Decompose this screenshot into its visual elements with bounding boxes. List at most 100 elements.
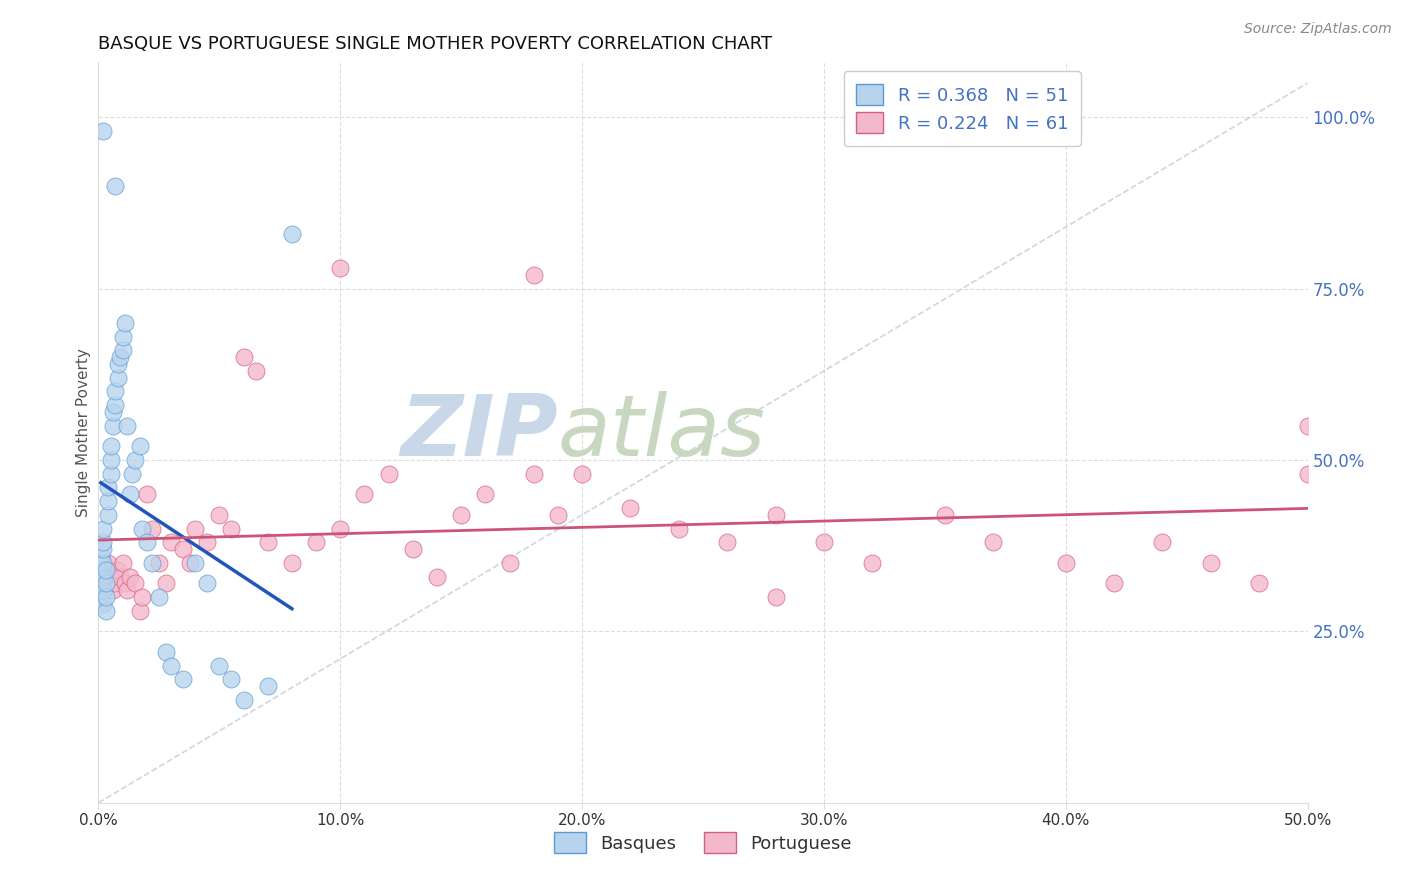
Point bbox=[1296, 467, 1319, 481]
Point bbox=[426, 569, 449, 583]
Point bbox=[619, 501, 641, 516]
Point bbox=[135, 487, 157, 501]
Point bbox=[155, 576, 177, 591]
Point bbox=[1054, 556, 1077, 570]
Point bbox=[90, 576, 112, 591]
Point bbox=[131, 590, 153, 604]
Point bbox=[160, 658, 183, 673]
Point bbox=[91, 522, 114, 536]
Point bbox=[148, 590, 170, 604]
Point bbox=[131, 522, 153, 536]
Point bbox=[94, 576, 117, 591]
Point bbox=[94, 604, 117, 618]
Point bbox=[160, 535, 183, 549]
Point bbox=[97, 494, 120, 508]
Point bbox=[498, 556, 520, 570]
Point bbox=[91, 569, 114, 583]
Point bbox=[474, 487, 496, 501]
Point bbox=[221, 673, 243, 687]
Point bbox=[104, 178, 127, 193]
Point bbox=[245, 364, 267, 378]
Point bbox=[100, 439, 122, 453]
Point bbox=[281, 556, 304, 570]
Point bbox=[860, 556, 883, 570]
Point bbox=[1102, 576, 1125, 591]
Point bbox=[141, 556, 163, 570]
Point bbox=[100, 453, 122, 467]
Point bbox=[668, 522, 690, 536]
Point bbox=[128, 604, 150, 618]
Point bbox=[195, 576, 218, 591]
Point bbox=[101, 418, 124, 433]
Point bbox=[94, 590, 117, 604]
Text: BASQUE VS PORTUGUESE SINGLE MOTHER POVERTY CORRELATION CHART: BASQUE VS PORTUGUESE SINGLE MOTHER POVER… bbox=[98, 35, 772, 53]
Text: ZIP: ZIP bbox=[401, 391, 558, 475]
Point bbox=[934, 508, 956, 522]
Point bbox=[523, 467, 546, 481]
Point bbox=[1199, 556, 1222, 570]
Point bbox=[94, 563, 117, 577]
Point bbox=[353, 487, 375, 501]
Point bbox=[117, 583, 139, 598]
Point bbox=[1296, 418, 1319, 433]
Point bbox=[155, 645, 177, 659]
Point bbox=[90, 563, 112, 577]
Text: Source: ZipAtlas.com: Source: ZipAtlas.com bbox=[1244, 22, 1392, 37]
Point bbox=[208, 508, 231, 522]
Point bbox=[329, 261, 352, 276]
Point bbox=[114, 576, 136, 591]
Point bbox=[1152, 535, 1174, 549]
Point bbox=[91, 583, 114, 598]
Point bbox=[179, 556, 201, 570]
Point bbox=[547, 508, 569, 522]
Point bbox=[141, 522, 163, 536]
Point bbox=[104, 576, 127, 591]
Point bbox=[107, 371, 129, 385]
Point bbox=[94, 576, 117, 591]
Point bbox=[329, 522, 352, 536]
Point bbox=[765, 590, 787, 604]
Point bbox=[121, 467, 143, 481]
Point bbox=[124, 576, 146, 591]
Point bbox=[104, 398, 127, 412]
Legend: Basques, Portuguese: Basques, Portuguese bbox=[547, 825, 859, 861]
Point bbox=[281, 227, 304, 241]
Point bbox=[114, 316, 136, 330]
Point bbox=[148, 556, 170, 570]
Point bbox=[232, 350, 254, 364]
Point bbox=[107, 357, 129, 371]
Point bbox=[981, 535, 1004, 549]
Point bbox=[111, 343, 134, 358]
Point bbox=[256, 679, 278, 693]
Point bbox=[305, 535, 328, 549]
Point bbox=[716, 535, 738, 549]
Point bbox=[118, 569, 141, 583]
Point bbox=[256, 535, 278, 549]
Point bbox=[90, 569, 112, 583]
Point bbox=[172, 673, 194, 687]
Point bbox=[97, 480, 120, 494]
Point bbox=[813, 535, 835, 549]
Point bbox=[172, 542, 194, 557]
Point bbox=[91, 569, 114, 583]
Point bbox=[91, 542, 114, 557]
Point bbox=[111, 329, 134, 343]
Point bbox=[90, 590, 112, 604]
Point bbox=[232, 693, 254, 707]
Point bbox=[91, 556, 114, 570]
Point bbox=[118, 487, 141, 501]
Point bbox=[135, 535, 157, 549]
Point bbox=[402, 542, 425, 557]
Point bbox=[101, 405, 124, 419]
Point bbox=[100, 467, 122, 481]
Point bbox=[117, 418, 139, 433]
Point bbox=[90, 556, 112, 570]
Point bbox=[97, 508, 120, 522]
Point bbox=[184, 556, 207, 570]
Point bbox=[765, 508, 787, 522]
Point bbox=[104, 384, 127, 399]
Point bbox=[221, 522, 243, 536]
Point bbox=[208, 658, 231, 673]
Point bbox=[128, 439, 150, 453]
Point bbox=[91, 535, 114, 549]
